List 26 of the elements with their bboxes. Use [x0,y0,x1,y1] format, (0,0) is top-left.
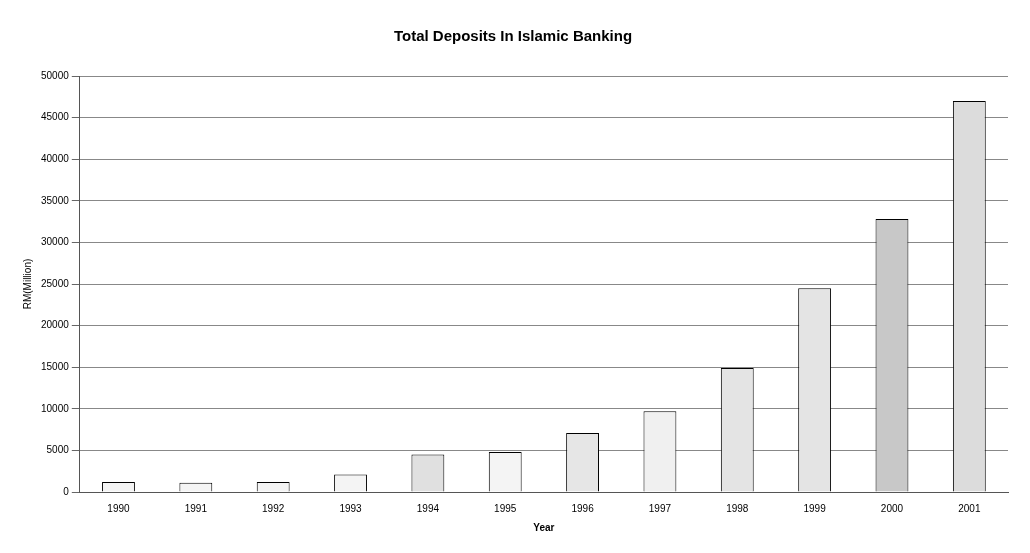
y-tick-label: 35000 [41,194,70,206]
x-tick-label: 1999 [803,502,827,514]
x-tick-label: 1997 [648,502,672,514]
y-tick-label: 10000 [41,402,70,414]
y-tick-label: 40000 [41,152,70,164]
y-tick-label: 15000 [41,360,70,372]
x-tick-label: 1998 [726,502,749,514]
y-axis-title: RM(Million) [21,258,33,310]
y-tick-label: 5000 [46,444,70,456]
y-tick-label: 45000 [41,111,70,123]
x-tick-label: 1991 [184,502,208,514]
y-tick-label: 25000 [41,277,70,289]
x-tick-label: 1996 [571,502,595,514]
y-tick-label: 30000 [41,236,70,248]
x-tick-label: 1992 [262,502,285,514]
y-tick-label: 50000 [41,69,70,81]
x-tick-label: 1990 [107,502,131,514]
x-tick-label: 1994 [416,502,440,514]
x-tick-label: 1995 [494,502,517,514]
x-tick-label: 2000 [880,502,904,514]
x-tick-label: 2001 [958,502,981,514]
y-tick-label: 0 [63,485,70,497]
x-axis-title: Year [533,521,555,533]
y-tick-label: 20000 [41,319,70,331]
x-tick-label: 1993 [339,502,363,514]
chart-title: Total Deposits In Islamic Banking [393,27,633,45]
